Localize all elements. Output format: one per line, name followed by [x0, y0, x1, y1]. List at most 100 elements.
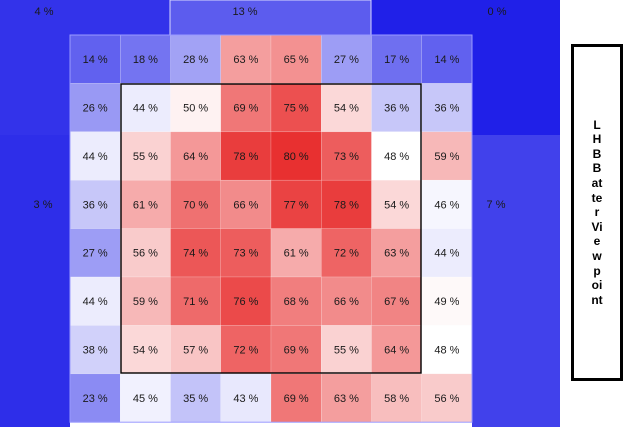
zone-cell-label: 76 %: [233, 296, 258, 308]
outer-zone-top-right: [371, 0, 560, 35]
zone-cell-label: 73 %: [233, 248, 258, 260]
zone-cell-label: 36 %: [384, 103, 409, 115]
zone-cell: [321, 83, 372, 133]
zone-cell: [270, 325, 322, 375]
zone-grid-border: [69, 34, 473, 423]
zone-cell-label: 63 %: [334, 393, 359, 405]
zone-cell-label: 36 %: [434, 103, 459, 115]
zone-cell-label: 65 %: [284, 54, 309, 66]
zone-cell: [120, 373, 171, 423]
zone-cell-label: 69 %: [284, 345, 309, 357]
outer-zone-label-top: 13 %: [232, 6, 257, 18]
zone-cell: [69, 373, 121, 423]
zone-cell: [421, 83, 473, 133]
zone-cell: [270, 83, 322, 133]
zone-cell-label: 28 %: [183, 54, 208, 66]
outer-zone-top-left: [0, 35, 70, 135]
zone-cell-label: 69 %: [233, 103, 258, 115]
outer-zones: [0, 0, 560, 427]
strike-zone-heatmap: 4 % 13 % 0 % 3 % 7 % 14 % 18 % 28 % 63 % 65 % 27 %…: [0, 0, 560, 427]
zone-cell: [220, 83, 272, 133]
zone-cell-label: 70 %: [183, 199, 208, 211]
zone-cell: [270, 131, 322, 181]
outer-zone-top-right: [472, 35, 560, 135]
zone-cell: [421, 179, 473, 229]
zone-cell: [270, 373, 322, 423]
zone-cell-label: 14 %: [434, 54, 459, 66]
zone-cell-label: 48 %: [384, 151, 409, 163]
zone-cell-label: 49 %: [434, 296, 459, 308]
outer-zone-top-left: [0, 0, 170, 35]
outer-zone-label-top-left: 4 %: [35, 6, 54, 18]
zone-cell: [170, 276, 221, 326]
zone-cell: [69, 228, 121, 278]
zone-cell: [371, 276, 422, 326]
zone-cell-label: 78 %: [334, 199, 359, 211]
zone-cell-label: 59 %: [434, 151, 459, 163]
zone-cell: [321, 373, 372, 423]
zone-cell-label: 68 %: [284, 296, 309, 308]
zone-cell-label: 61 %: [284, 248, 309, 260]
outer-zone-label-left: 3 %: [34, 199, 53, 211]
viewpoint-box: LHB Batter Viewpoint: [571, 44, 623, 381]
zone-cell-label: 58 %: [384, 393, 409, 405]
zone-cell-label: 64 %: [183, 151, 208, 163]
zone-cell: [421, 276, 473, 326]
zone-cell: [371, 228, 422, 278]
zone-cell-label: 61 %: [133, 199, 158, 211]
zone-cell-label: 72 %: [334, 248, 359, 260]
zone-cell-label: 14 %: [83, 54, 108, 66]
zone-cell-label: 80 %: [284, 151, 309, 163]
zone-cell-label: 59 %: [133, 296, 158, 308]
zone-cell-label: 27 %: [334, 54, 359, 66]
zone-cell-label: 44 %: [83, 296, 108, 308]
zone-cell-label: 64 %: [384, 345, 409, 357]
outer-zone-right: [472, 135, 560, 427]
zone-cell: [220, 325, 272, 375]
zone-cell: [120, 131, 171, 181]
zone-cell: [371, 179, 422, 229]
zone-cell-label: 56 %: [434, 393, 459, 405]
zone-cell-label: 78 %: [233, 151, 258, 163]
zone-cell-label: 55 %: [133, 151, 158, 163]
zone-cell-label: 36 %: [83, 199, 108, 211]
zone-cell-label: 44 %: [434, 248, 459, 260]
zone-cell: [321, 131, 372, 181]
zone-cell: [270, 179, 322, 229]
zone-cell: [170, 83, 221, 133]
zone-cell-label: 69 %: [284, 393, 309, 405]
zone-cell: [220, 373, 272, 423]
zone-cell-label: 67 %: [384, 296, 409, 308]
zone-cell: [270, 34, 322, 84]
zone-cell: [421, 373, 473, 423]
zone-cell-label: 43 %: [233, 393, 258, 405]
zone-cell-label: 45 %: [133, 393, 158, 405]
zone-cell: [421, 131, 473, 181]
zone-cell-label: 46 %: [434, 199, 459, 211]
zone-cell-label: 18 %: [133, 54, 158, 66]
zone-cell: [170, 228, 221, 278]
zone-cell: [371, 373, 422, 423]
zone-cell-label: 77 %: [284, 199, 309, 211]
zone-cell-label: 75 %: [284, 103, 309, 115]
zone-cell-label: 48 %: [434, 345, 459, 357]
zone-cell-label: 54 %: [384, 199, 409, 211]
zone-cell-label: 27 %: [83, 248, 108, 260]
zone-cell: [120, 276, 171, 326]
zone-cell-label: 63 %: [384, 248, 409, 260]
zone-cell-label: 66 %: [233, 199, 258, 211]
zone-cell: [321, 179, 372, 229]
zone-cell-label: 56 %: [133, 248, 158, 260]
outer-zone-label-right: 7 %: [487, 199, 506, 211]
zone-cell-label: 17 %: [384, 54, 409, 66]
zone-cell: [371, 34, 422, 84]
zone-cell: [371, 325, 422, 375]
zone-cell-label: 63 %: [233, 54, 258, 66]
zone-cell-label: 44 %: [83, 151, 108, 163]
zone-cell: [321, 325, 372, 375]
zone-cell: [170, 131, 221, 181]
zone-cell-label: 73 %: [334, 151, 359, 163]
zone-cell: [371, 131, 422, 181]
strike-zone-outline: [120, 83, 422, 374]
zone-cell: [421, 325, 473, 375]
